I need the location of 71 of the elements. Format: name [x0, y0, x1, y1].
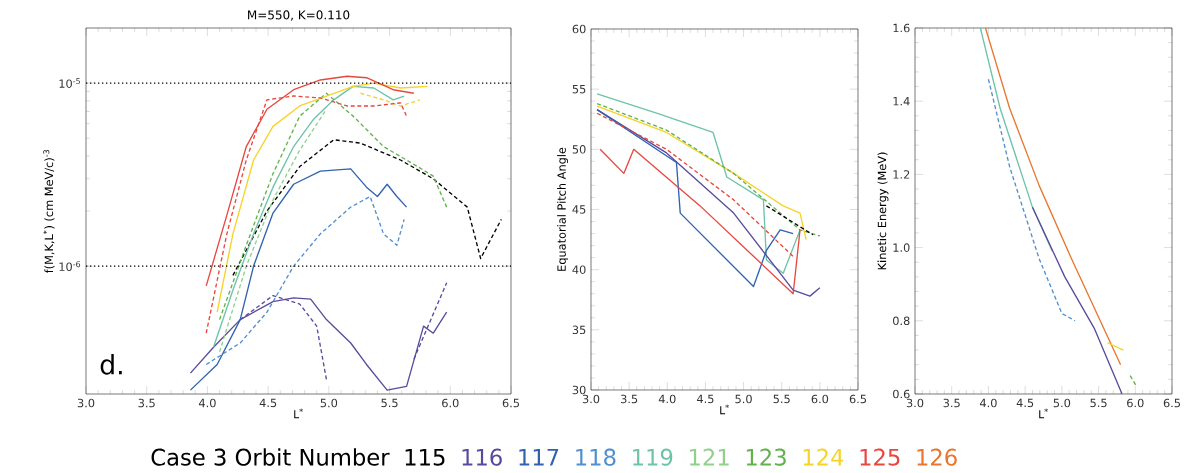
line-series — [596, 112, 794, 258]
y-tick-label: 0.6 — [893, 389, 910, 399]
x-axis-title: L$^{*}$ — [294, 408, 303, 419]
text: 118 — [576, 448, 616, 466]
y-tick-label: 1.4 — [893, 97, 910, 106]
text: 117 — [519, 448, 559, 466]
text: 125 — [860, 448, 900, 466]
x-tick-label: 3.0 — [77, 398, 95, 408]
y-tick-label: 60 — [572, 24, 586, 34]
line-series — [218, 92, 448, 321]
x-tick-label: 4.0 — [979, 398, 997, 408]
y-tick-label: 10$^{-6}$ — [59, 261, 81, 271]
x-tick-label: 4.0 — [658, 394, 676, 404]
y-axis-title: Equatorial Pitch Angle — [557, 147, 569, 271]
line-series — [596, 108, 794, 288]
line-series — [189, 168, 408, 391]
x-axis-title: L$^{*}$ — [1039, 408, 1048, 419]
line-series — [216, 82, 428, 313]
y-tick-label: 45 — [572, 205, 586, 214]
text: 121 — [689, 448, 729, 466]
x-tick-label: 4.5 — [1016, 398, 1034, 408]
x-tick-label: 4.5 — [696, 394, 714, 404]
line-series — [205, 195, 405, 366]
x-tick-label: 3.5 — [138, 398, 155, 408]
line-series — [1031, 206, 1123, 394]
line-series — [984, 27, 1122, 366]
y-tick-label: 55 — [572, 84, 586, 94]
x-tick-label: 3.5 — [943, 398, 960, 408]
text: 124 — [803, 448, 844, 466]
text: 119 — [633, 448, 673, 466]
x-tick-label: 3.0 — [582, 394, 600, 404]
x-tick-label: 6.5 — [502, 398, 520, 408]
x-tick-label: 4.5 — [259, 398, 277, 408]
x-tick-label: 6.0 — [442, 398, 459, 408]
y-tick-label: 30 — [572, 385, 586, 395]
x-tick-label: 5.0 — [320, 398, 338, 408]
line-series — [596, 93, 801, 274]
x-tick-label: 3.5 — [620, 394, 638, 404]
x-tick-label: 5.5 — [381, 398, 398, 408]
x-tick-label: 5.0 — [735, 394, 752, 404]
x-tick-label: 5.5 — [773, 394, 790, 404]
x-tick-label: 6.0 — [811, 394, 829, 404]
text: 126 — [917, 448, 957, 466]
x-tick-label: 6.5 — [849, 394, 867, 404]
y-tick-label: 10$^{-5}$ — [59, 78, 80, 88]
y-tick-label: 40 — [572, 265, 586, 274]
legend-title: Case 3 Orbit Number — [151, 448, 390, 466]
y-tick-label: 1.6 — [893, 23, 910, 33]
line-series — [979, 27, 1053, 252]
x-tick-label: 3.0 — [906, 398, 924, 408]
y-tick-label: 35 — [572, 325, 586, 335]
x-axis-title: L$^{*}$ — [720, 404, 729, 415]
line-series — [599, 148, 801, 295]
y-tick-label: 0.8 — [893, 316, 910, 326]
annotation: d. — [100, 354, 122, 375]
x-tick-label: 6.5 — [1163, 398, 1181, 408]
x-tick-label: 5.0 — [1053, 398, 1071, 408]
x-tick-label: 4.0 — [198, 398, 216, 408]
y-tick-label: 1.0 — [893, 243, 910, 252]
line-series — [218, 108, 328, 353]
text: 115 — [405, 448, 445, 466]
text: 116 — [462, 448, 502, 466]
y-axis-title: f(M,K,L$^{*}$) (cm MeV/c)$^{-3}$ — [43, 149, 55, 274]
y-tick-label: 50 — [572, 145, 586, 154]
x-tick-label: 5.5 — [1090, 398, 1107, 408]
chart-title: M=550, K=0.110 — [248, 10, 350, 21]
text: 123 — [746, 448, 786, 466]
y-axis-title: Kinetic Energy (MeV) — [877, 152, 889, 270]
x-tick-label: 6.0 — [1127, 398, 1144, 408]
y-tick-label: 1.2 — [893, 170, 910, 179]
line-series — [987, 78, 1076, 322]
